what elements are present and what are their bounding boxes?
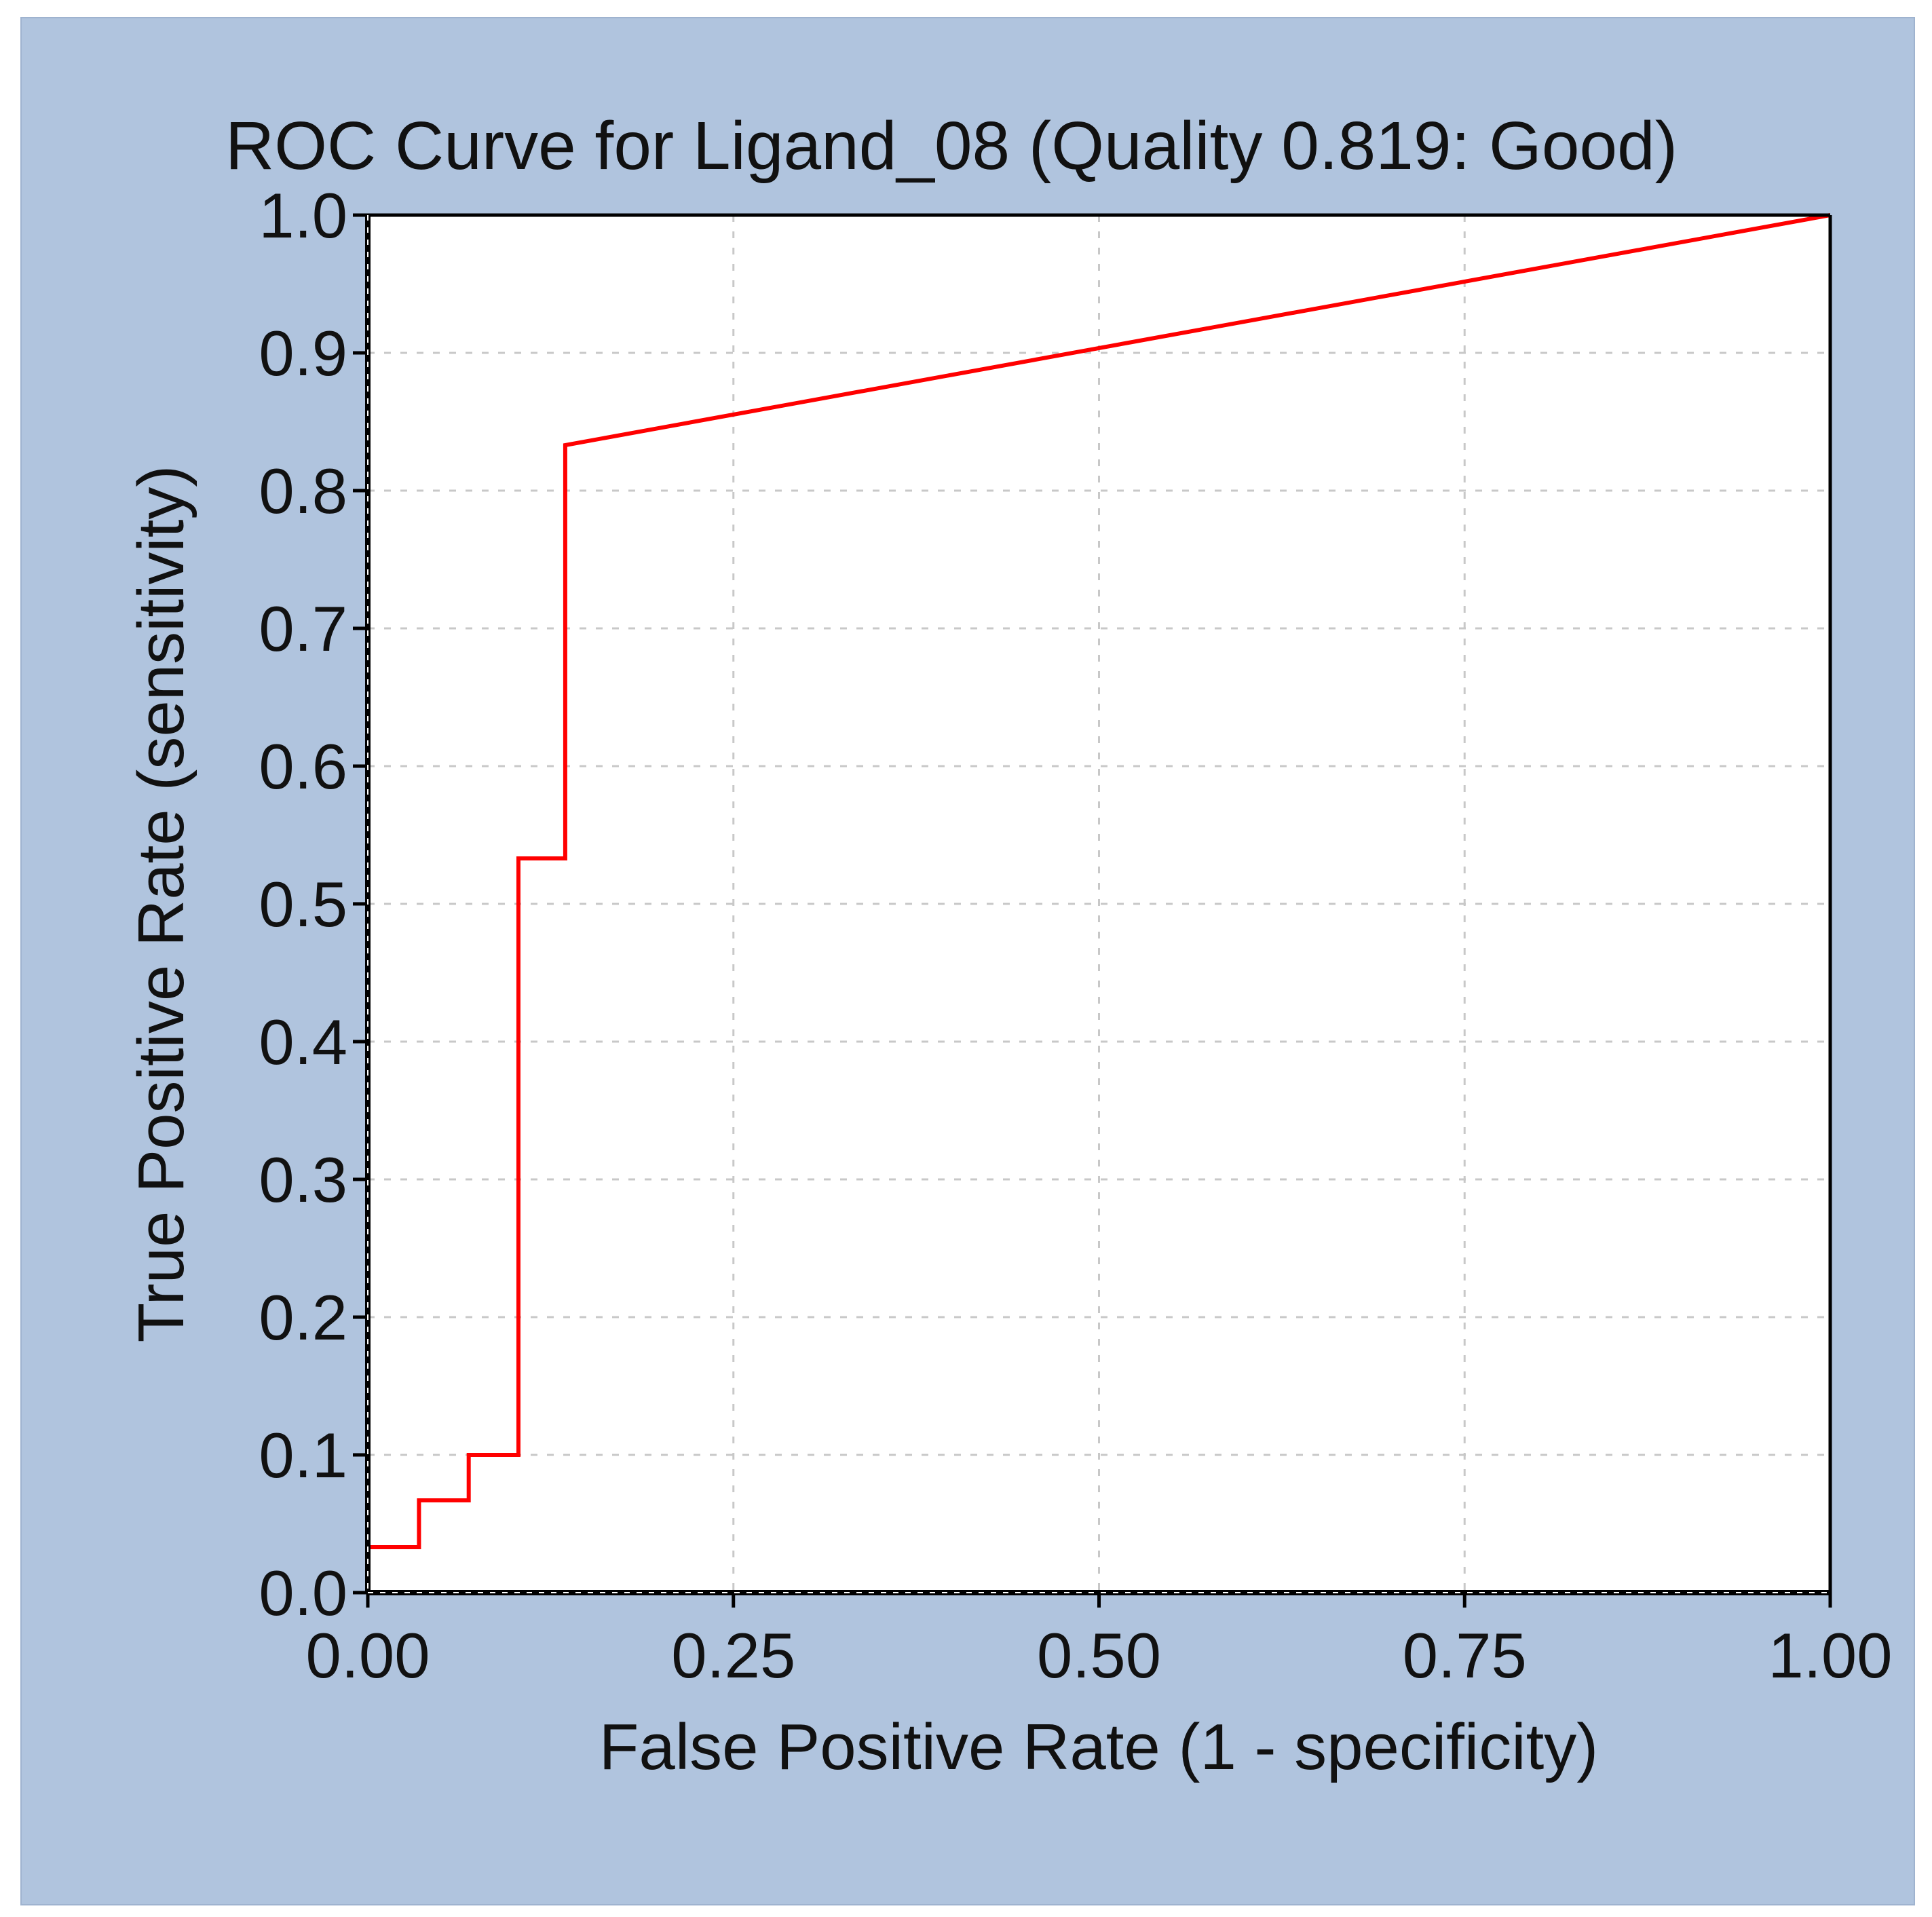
x-tick-label: 0.75 bbox=[1403, 1620, 1527, 1691]
x-tick-label: 0.50 bbox=[1037, 1620, 1161, 1691]
y-tick-label: 0.1 bbox=[259, 1420, 347, 1491]
y-tick-label: 0.4 bbox=[259, 1006, 347, 1078]
y-tick-label: 0.5 bbox=[259, 869, 347, 940]
y-tick-label: 0.2 bbox=[259, 1282, 347, 1353]
axes bbox=[353, 213, 1832, 1608]
x-tick-label: 0.25 bbox=[671, 1620, 795, 1691]
x-axis-label: False Positive Rate (1 - specificity) bbox=[599, 1711, 1598, 1783]
chart-panel: ROC Curve for Ligand_08 (Quality 0.819: … bbox=[20, 17, 1915, 1905]
y-tick-label: 0.0 bbox=[259, 1557, 347, 1629]
y-tick-label: 0.6 bbox=[259, 731, 347, 802]
chart-title: ROC Curve for Ligand_08 (Quality 0.819: … bbox=[225, 108, 1678, 184]
y-tick-label: 1.0 bbox=[259, 180, 347, 251]
roc-chart: ROC Curve for Ligand_08 (Quality 0.819: … bbox=[125, 108, 1892, 1783]
y-tick-label: 0.8 bbox=[259, 455, 347, 527]
y-tick-label: 0.3 bbox=[259, 1144, 347, 1215]
y-tick-label: 0.7 bbox=[259, 593, 347, 664]
tick-labels: 0.00 0.25 0.50 0.75 1.00 0.0 0.1 0.2 0.3 0.4 0.5 0.… bbox=[259, 180, 1892, 1691]
x-tick-label: 1.00 bbox=[1768, 1620, 1893, 1691]
y-tick-label: 0.9 bbox=[259, 318, 347, 389]
grid-lines bbox=[368, 215, 1830, 1593]
y-axis-label: True Positive Rate (sensitivity) bbox=[125, 466, 197, 1343]
x-tick-label: 0.00 bbox=[306, 1620, 430, 1691]
